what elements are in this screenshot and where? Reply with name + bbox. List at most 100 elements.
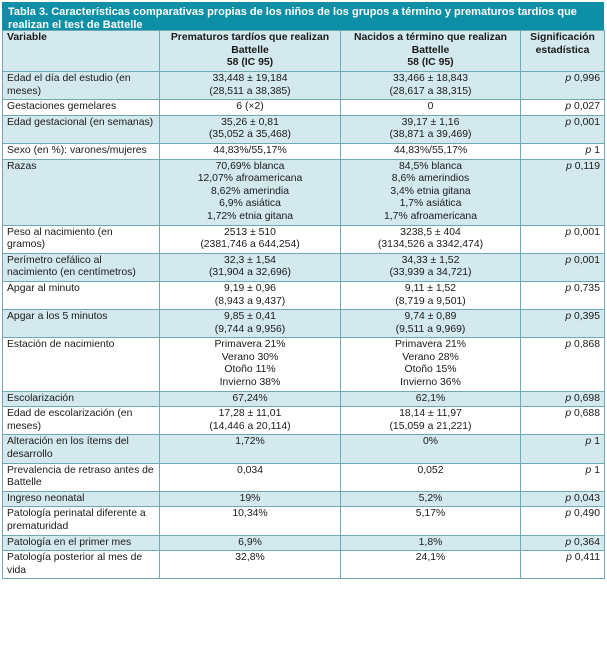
variable-cell: Edad de escolarización (en meses) — [2, 406, 160, 436]
p-value: 0,395 — [573, 311, 600, 323]
variable-cell: Perímetro cefálico al nacimiento (en cent… — [2, 252, 160, 282]
variable-cell-line: Prevalencia de retraso antes de — [7, 464, 154, 476]
table-row: Patología posterior al mes de vida 32,8% 24… — [2, 550, 605, 580]
variable-cell-line: Edad de escolarización (en — [7, 408, 133, 420]
group1-cell: Primavera 21% Verano 30% Otoño 11% Invierno… — [159, 337, 341, 392]
variable-cell: Ingreso neonatal — [2, 490, 160, 508]
significance-cell: p 0,735 — [520, 280, 605, 311]
variable-cell: Estación de nacimiento — [2, 337, 160, 392]
significance-cell: p 0,868 — [520, 337, 605, 392]
variable-cell-line: Peso al nacimiento (en — [7, 226, 113, 238]
group1-cell: 6 (×2) — [159, 99, 341, 116]
group1-cell: 9,85 ± 0,41 (9,744 a 9,956) — [159, 309, 341, 339]
p-value: 0,490 — [573, 508, 600, 520]
significance-cell: p 0,001 — [520, 252, 605, 282]
variable-cell-line: prematuridad — [7, 521, 69, 532]
significance-cell: p 0,395 — [520, 309, 605, 339]
group1-cell: 1,72% — [159, 434, 341, 464]
group1-cell-line: 70,69% blanca — [215, 160, 285, 172]
variable-cell: Patología en el primer mes — [2, 534, 160, 552]
significance-cell: p 0,996 — [520, 70, 605, 101]
variable-cell-line: Alteración en los ítems del — [7, 436, 129, 448]
group1-cell-line: (31,904 a 32,696) — [208, 267, 292, 279]
variable-cell-line: Apgar al minuto — [7, 282, 80, 294]
table-row: Apgar a los 5 minutos 9,85 ± 0,41 (9,744 a… — [2, 309, 605, 339]
p-value: 0,698 — [573, 392, 600, 404]
group2-cell: 3238,5 ± 404 (3134,526 a 3342,474) — [340, 224, 521, 254]
p-label: p — [565, 226, 572, 238]
p-value: 0,688 — [573, 408, 600, 420]
group2-cell: 0 — [340, 99, 521, 116]
group1-cell: 32,3 ± 1,54 (31,904 a 32,696) — [159, 252, 341, 282]
table-row: Apgar al minuto 9,19 ± 0,96 (8,943 a 9,437… — [2, 280, 605, 311]
group1-cell: 44,83%/55,17% — [159, 142, 341, 160]
group2-cell-line: (38,871 a 39,469) — [389, 129, 472, 141]
p-label: p — [565, 311, 572, 323]
table-row: Ingreso neonatal 19% 5,2% p 0,043 — [2, 490, 605, 508]
variable-cell-line: desarrollo — [7, 449, 53, 461]
p-value: 0,735 — [573, 282, 600, 294]
variable-cell-line: Edad gestacional (en semanas) — [7, 116, 154, 128]
header-group2-line: 58 (IC 95) — [407, 57, 454, 69]
table-row: Sexo (en %): varones/mujeres 44,83%/55,17… — [2, 142, 605, 160]
group2-cell-line: 39,17 ± 1,16 — [401, 116, 460, 128]
p-value: 1 — [594, 436, 600, 448]
group1-cell-line: 33,448 ± 19,184 — [212, 73, 288, 84]
p-value: 1 — [594, 464, 600, 476]
group1-cell-line: (14,446 a 20,114) — [209, 420, 291, 432]
group1-cell-line: 0,034 — [236, 464, 263, 476]
p-value: 0,001 — [573, 116, 600, 128]
group1-cell: 17,28 ± 11,01 (14,446 a 20,114) — [159, 406, 341, 436]
group2-cell: 44,83%/55,17% — [340, 142, 521, 160]
variable-cell: Apgar a los 5 minutos — [2, 309, 160, 339]
group1-cell: 70,69% blanca 12,07% afroamericana 8,62% a… — [159, 158, 341, 226]
variable-cell: Escolarización — [2, 390, 160, 408]
significance-cell: p 0,688 — [520, 406, 605, 436]
group1-cell-line: Verano 30% — [221, 351, 279, 363]
variable-cell: Gestaciones gemelares — [2, 99, 160, 116]
group1-cell-line: 1,72% — [235, 436, 265, 448]
group2-cell-line: 0 — [427, 101, 434, 113]
p-label: p — [566, 552, 572, 564]
table-row: Gestaciones gemelares 6 (×2) 0 p 0,027 — [2, 99, 605, 116]
significance-cell: p 0,490 — [520, 506, 605, 536]
group2-cell-line: Invierno 36% — [400, 377, 461, 389]
group2-cell-line: (33,939 a 34,721) — [389, 267, 472, 279]
p-label: p — [566, 160, 572, 172]
p-value: 0,364 — [573, 536, 600, 548]
group2-cell: 5,2% — [340, 490, 521, 508]
header-group1: Prematuros tardíos que realizan Battelle… — [159, 30, 341, 72]
variable-cell-line: Ingreso neonatal — [7, 492, 85, 504]
group1-cell-line: 19% — [239, 492, 261, 504]
variable-cell-line: Edad el día del estudio (en — [7, 73, 131, 84]
group2-cell-line: 3238,5 ± 404 — [400, 226, 461, 238]
group2-cell: 0% — [340, 434, 521, 464]
p-label: p — [565, 339, 572, 351]
significance-cell: p 0,119 — [520, 158, 605, 226]
group1-cell-line: 44,83%/55,17% — [213, 144, 287, 156]
p-value: 0,001 — [573, 226, 600, 238]
significance-cell: p 0,027 — [520, 99, 605, 116]
group1-cell-line: (8,943 a 9,437) — [214, 295, 286, 307]
significance-cell: p 1 — [520, 462, 605, 492]
group2-cell-line: (8,719 a 9,501) — [395, 295, 466, 307]
variable-cell-line: meses) — [7, 85, 42, 97]
group2-cell-line: 18,14 ± 11,97 — [399, 408, 462, 420]
group2-cell-line: 0,052 — [417, 464, 444, 476]
table-row: Escolarización 67,24% 62,1% p 0,698 — [2, 390, 605, 408]
significance-cell: p 0,001 — [520, 224, 605, 254]
table-container: Tabla 3. Características comparativas pr… — [2, 2, 605, 580]
group1-cell-line: 67,24% — [232, 392, 268, 404]
group2-cell: 18,14 ± 11,97 (15,059 a 21,221) — [340, 406, 521, 436]
group2-cell: 84,5% blanca 8,6% amerindios 3,4% etnia gi… — [340, 158, 521, 226]
table-row: Patología perinatal diferente a prematuri… — [2, 506, 605, 536]
p-label: p — [565, 392, 572, 404]
group1-cell-line: 10,34% — [232, 508, 268, 520]
group2-cell-line: 24,1% — [415, 552, 446, 564]
table-row: Edad el día del estudio (en meses) 33,448 … — [2, 70, 605, 101]
header-group1-line: Prematuros tardíos que realizan — [170, 32, 330, 43]
group1-cell-line: 2513 ± 510 — [224, 226, 276, 238]
p-label: p — [565, 282, 572, 294]
p-label: p — [565, 492, 572, 504]
p-value: 0,119 — [574, 160, 600, 172]
